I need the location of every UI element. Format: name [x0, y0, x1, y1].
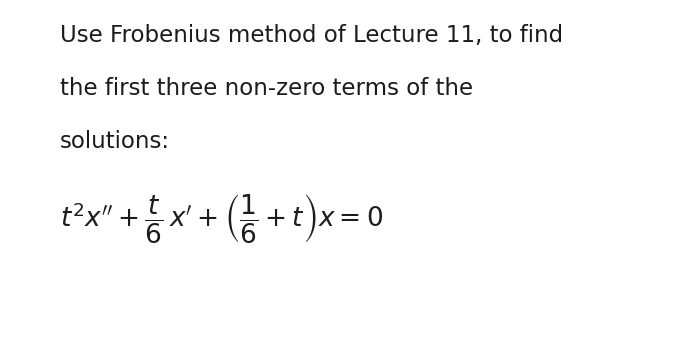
Text: solutions:: solutions:	[60, 130, 169, 152]
Text: the first three non-zero terms of the: the first three non-zero terms of the	[60, 77, 473, 100]
Text: $t^2 x'' + \dfrac{t}{6}\,x' + \left(\dfrac{1}{6} + t\right) x = 0$: $t^2 x'' + \dfrac{t}{6}\,x' + \left(\dfr…	[60, 192, 382, 245]
Text: Use Frobenius method of Lecture 11, to find: Use Frobenius method of Lecture 11, to f…	[60, 24, 563, 47]
